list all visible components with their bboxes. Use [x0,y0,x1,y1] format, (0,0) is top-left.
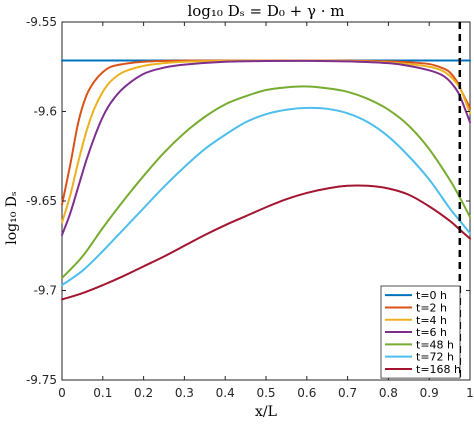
x-axis-label: x/L [255,404,277,420]
x-tick-label: 0.3 [175,386,194,400]
y-axis-label: log₁₀ Dₛ [4,191,20,245]
legend-entry-label: t=48 h [416,338,454,351]
x-tick-label: 0.7 [338,386,357,400]
legend-entry-label: t=0 h [416,289,447,302]
x-tick-label: 0 [58,386,66,400]
y-tick-label: -9.6 [34,105,57,119]
x-tick-label: 0.5 [256,386,275,400]
legend-entry-label: t=72 h [416,351,454,364]
series-line-5 [61,106,471,287]
x-tick-label: 0.1 [93,386,112,400]
x-tick-label: 0.6 [297,386,316,400]
y-tick-label: -9.55 [26,15,57,29]
x-tick-label: 0.2 [134,386,153,400]
y-tick-label: -9.7 [34,284,57,298]
legend: t=0 ht=2 ht=4 ht=6 ht=48 ht=72 ht=168 h [380,285,461,379]
x-tick-label: 0.9 [420,386,439,400]
x-tick-label: 0.8 [379,386,398,400]
x-tick-label: 1 [466,386,474,400]
legend-entry-label: t=168 h [416,363,461,376]
x-tick-label: 0.4 [216,386,235,400]
y-tick-label: -9.65 [26,194,57,208]
legend-entry-label: t=4 h [416,314,447,327]
series-line-3 [61,59,471,237]
legend-entry-label: t=2 h [416,301,447,314]
legend-entry-label: t=6 h [416,326,447,339]
series-line-4 [61,85,471,279]
series-line-6 [61,184,471,301]
y-tick-label: -9.75 [26,373,57,387]
series-layer [61,22,471,380]
ticks-layer: 0 0.1 0.2 0.3 0.4 0.5 0.6 0.7 0.8 0.9 1 -9.55 -9.6 -9… [26,15,474,400]
chart-title: log₁₀ Dₛ = D₀ + γ · m [187,2,344,20]
